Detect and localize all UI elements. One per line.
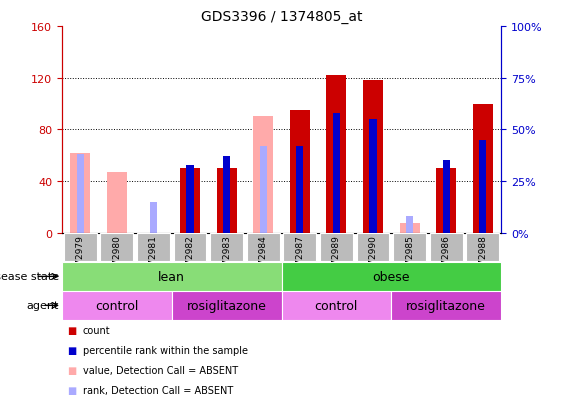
- Bar: [186, 165, 194, 233]
- Text: rank, Detection Call = ABSENT: rank, Detection Call = ABSENT: [83, 385, 233, 395]
- Bar: [64, 234, 97, 262]
- Text: GSM172990: GSM172990: [369, 234, 377, 289]
- Text: rosiglitazone: rosiglitazone: [406, 299, 486, 312]
- Bar: [172, 291, 282, 320]
- Bar: [356, 234, 390, 262]
- Title: GDS3396 / 1374805_at: GDS3396 / 1374805_at: [201, 10, 362, 24]
- Bar: [62, 291, 172, 320]
- Text: GSM172983: GSM172983: [222, 234, 231, 289]
- Text: lean: lean: [158, 270, 185, 283]
- Bar: [327, 76, 346, 233]
- Bar: [260, 147, 267, 233]
- Bar: [100, 234, 133, 262]
- Bar: [223, 157, 230, 233]
- Text: rosiglitazone: rosiglitazone: [187, 299, 266, 312]
- Bar: [406, 217, 413, 233]
- Bar: [180, 169, 200, 233]
- Text: count: count: [83, 325, 110, 335]
- Bar: [466, 234, 499, 262]
- Bar: [253, 117, 273, 233]
- Text: GSM172979: GSM172979: [76, 234, 84, 289]
- Text: GSM172986: GSM172986: [442, 234, 450, 289]
- Bar: [393, 234, 426, 262]
- Text: control: control: [95, 299, 138, 312]
- Bar: [282, 291, 391, 320]
- Text: GSM172980: GSM172980: [113, 234, 121, 289]
- Bar: [479, 140, 486, 233]
- Bar: [107, 173, 127, 233]
- Bar: [400, 223, 419, 233]
- Text: GSM172982: GSM172982: [186, 234, 194, 289]
- Bar: [369, 120, 377, 233]
- Bar: [363, 81, 383, 233]
- Bar: [290, 111, 310, 233]
- Bar: [77, 155, 84, 233]
- Bar: [320, 234, 353, 262]
- Text: ■: ■: [68, 365, 77, 375]
- Text: GSM172988: GSM172988: [479, 234, 487, 289]
- Text: GSM172987: GSM172987: [296, 234, 304, 289]
- Bar: [150, 202, 157, 233]
- Bar: [282, 262, 501, 291]
- Text: ■: ■: [68, 345, 77, 355]
- Bar: [247, 234, 280, 262]
- Bar: [391, 291, 501, 320]
- Text: value, Detection Call = ABSENT: value, Detection Call = ABSENT: [83, 365, 238, 375]
- Bar: [70, 153, 90, 233]
- Text: agent: agent: [26, 301, 59, 311]
- Bar: [137, 234, 170, 262]
- Text: GSM172981: GSM172981: [149, 234, 158, 289]
- Text: GSM172989: GSM172989: [332, 234, 341, 289]
- Text: disease state: disease state: [0, 272, 59, 282]
- Bar: [173, 234, 207, 262]
- Text: obese: obese: [373, 270, 410, 283]
- Text: GSM172984: GSM172984: [259, 234, 267, 289]
- Bar: [436, 169, 456, 233]
- Bar: [430, 234, 463, 262]
- Bar: [473, 104, 493, 233]
- Text: control: control: [315, 299, 358, 312]
- Text: GSM172985: GSM172985: [405, 234, 414, 289]
- Bar: [62, 262, 282, 291]
- Bar: [333, 114, 340, 233]
- Bar: [443, 161, 450, 233]
- Text: percentile rank within the sample: percentile rank within the sample: [83, 345, 248, 355]
- Text: ■: ■: [68, 385, 77, 395]
- Bar: [296, 147, 303, 233]
- Text: ■: ■: [68, 325, 77, 335]
- Bar: [210, 234, 243, 262]
- Bar: [283, 234, 316, 262]
- Bar: [217, 169, 236, 233]
